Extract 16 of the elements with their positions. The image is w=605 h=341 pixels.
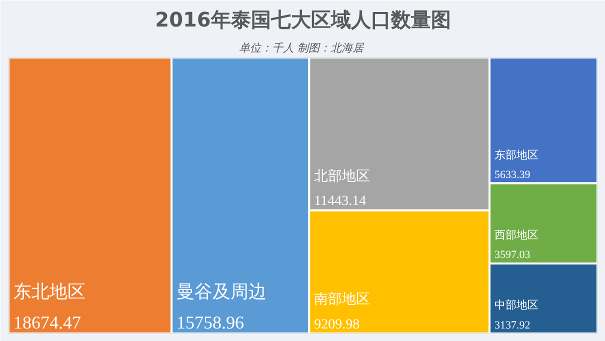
data-label: 3597.03	[494, 249, 531, 262]
data-label: 18674.47	[14, 312, 81, 332]
category-label: 东北地区	[14, 282, 86, 302]
data-label: 15758.96	[176, 312, 244, 332]
category-label: 中部地区	[494, 298, 539, 312]
text: 2016年泰国七大区域人口数量图	[155, 8, 451, 32]
category-label: 东部地区	[494, 148, 539, 162]
text: 单位：千人 制图：北海居	[239, 42, 364, 54]
category-label: 曼谷及周边	[176, 282, 267, 302]
data-label: 5633.39	[494, 168, 531, 181]
category-label: 西部地区	[494, 228, 539, 242]
data-label: 11443.14	[314, 194, 366, 210]
data-label: 9209.98	[314, 317, 360, 332]
category-label: 北部地区	[314, 168, 370, 184]
category-label: 南部地区	[314, 291, 370, 308]
data-label: 3137.92	[494, 319, 530, 332]
